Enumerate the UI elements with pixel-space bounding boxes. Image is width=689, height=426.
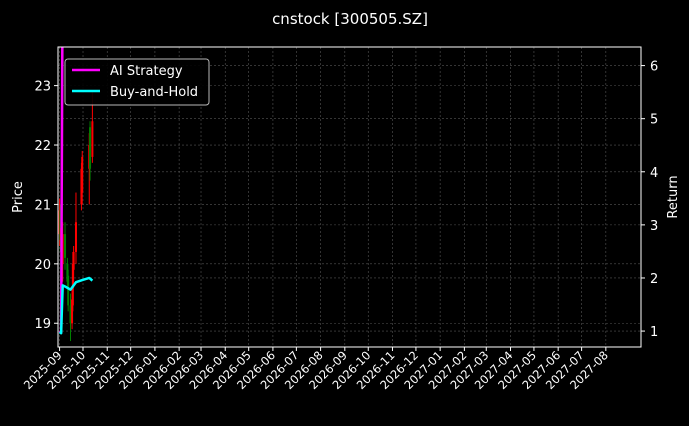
candles xyxy=(58,91,94,342)
candle-body xyxy=(67,275,70,306)
y-tick-label-left: 22 xyxy=(34,139,51,154)
axes: 2025-092025-102025-112025-122026-012026-… xyxy=(21,60,658,393)
candle-body xyxy=(74,222,77,252)
y-tick-label-right: 4 xyxy=(650,166,658,181)
candle-body xyxy=(64,234,67,258)
chart-title: cnstock [300505.SZ] xyxy=(272,10,428,28)
y-tick-label-left: 20 xyxy=(34,258,51,273)
legend: AI Strategy Buy-and-Hold xyxy=(64,58,210,106)
y-tick-label-right: 5 xyxy=(650,113,658,128)
candle-body xyxy=(89,127,92,169)
legend-label-bh: Buy-and-Hold xyxy=(110,85,198,100)
series-line-ai-strategy xyxy=(58,47,64,334)
y-tick-label-left: 19 xyxy=(34,317,51,332)
candle-body xyxy=(72,251,75,270)
y-tick-label-right: 2 xyxy=(650,272,658,287)
legend-label-ai: AI Strategy xyxy=(110,64,183,79)
y-tick-label-right: 6 xyxy=(650,60,658,75)
plot-frame xyxy=(57,46,642,348)
y-axis-label-right: Return xyxy=(666,175,681,218)
candle-body xyxy=(71,299,74,324)
y-tick-label-left: 21 xyxy=(34,198,51,213)
y-tick-label-right: 3 xyxy=(650,219,658,234)
candle-body xyxy=(69,305,72,324)
y-tick-label-left: 23 xyxy=(34,80,51,95)
candle-body xyxy=(66,263,69,282)
candle-body xyxy=(81,156,84,193)
y-tick-label-right: 1 xyxy=(650,325,658,340)
series-lines xyxy=(58,47,94,335)
y-axis-label-left: Price xyxy=(11,181,26,213)
series-line-buy-and-hold xyxy=(58,276,94,335)
candle-body xyxy=(91,121,94,157)
